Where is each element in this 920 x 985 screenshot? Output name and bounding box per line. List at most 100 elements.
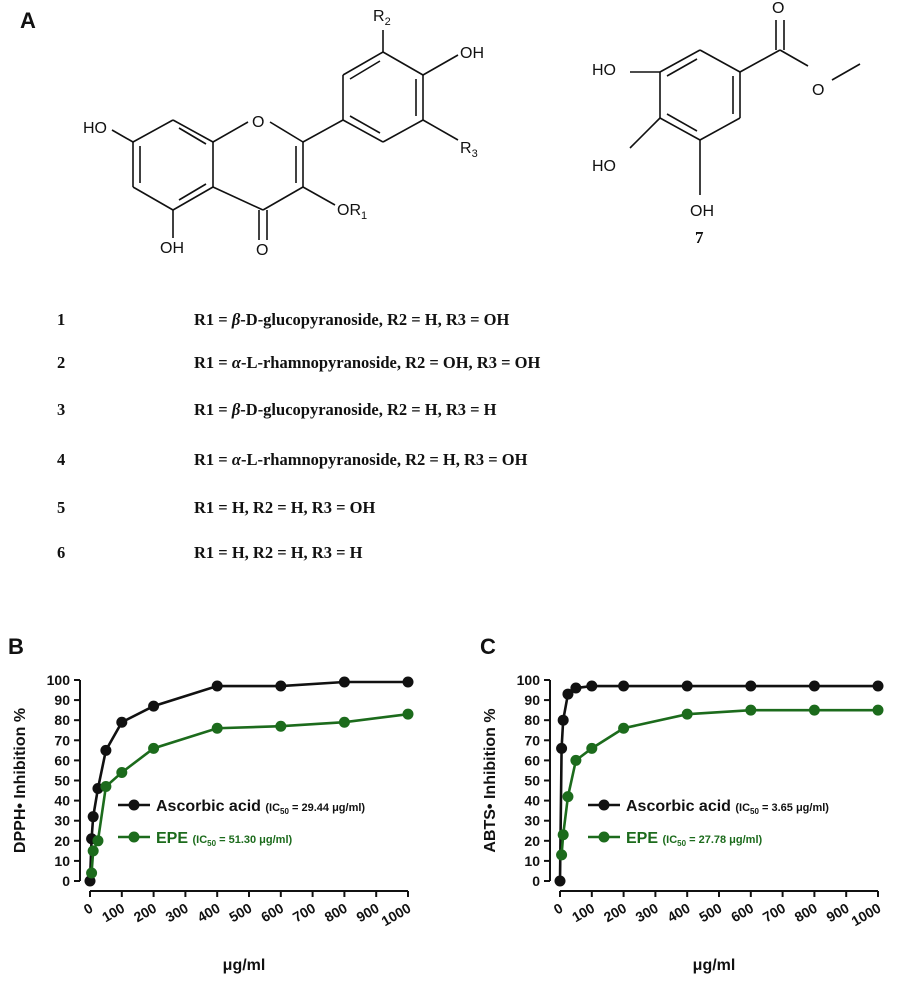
legend-swatch-marker: [128, 831, 140, 843]
compound-definition: R1 = α-L-rhamnopyranoside, R2 = H, R3 = …: [194, 450, 528, 469]
data-point: [275, 680, 287, 692]
y-tick-label: 80: [524, 712, 540, 728]
x-tick-label: 600: [728, 900, 756, 926]
flavonol-bonds: [111, 30, 459, 240]
data-point: [808, 680, 820, 692]
y-tick-label: 80: [54, 712, 70, 728]
compound-number: 3: [57, 400, 66, 419]
y-tick-label: 20: [54, 833, 70, 849]
x-tick-label: 700: [290, 900, 318, 926]
y-tick-label: 90: [524, 692, 540, 708]
series-line: [88, 680, 408, 882]
y-tick-label: 30: [524, 813, 540, 829]
data-point: [402, 676, 414, 688]
data-point: [557, 829, 569, 841]
data-point: [557, 714, 569, 726]
y-tick-label: 10: [54, 853, 70, 869]
compound-number: 1: [57, 310, 66, 329]
compound-number: 2: [57, 353, 66, 372]
x-tick-label: 500: [696, 900, 724, 926]
x-tick-label: 0: [551, 900, 566, 918]
legend-ic50-subscript: 50: [280, 807, 289, 816]
data-point: [338, 716, 350, 728]
compound-definition: R1 = β-D-glucopyranoside, R2 = H, R3 = H: [194, 400, 497, 419]
x-tick-label: 400: [194, 900, 222, 926]
y-tick-label: 30: [54, 813, 70, 829]
legend-ic50-subscript: 50: [750, 807, 759, 816]
y-tick-label: 60: [54, 752, 70, 768]
legend-series-name: Ascorbic acid: [626, 798, 735, 815]
data-point: [87, 811, 99, 823]
data-point: [618, 680, 630, 692]
y-axis-label: DPPH• Inhibition %: [12, 708, 29, 853]
data-point: [556, 849, 568, 861]
x-tick-label: 700: [760, 900, 788, 926]
legend-entry: EPE (IC50 = 51.30 μg/ml): [156, 830, 293, 848]
x-tick-label: 1000: [379, 900, 414, 930]
data-point: [618, 722, 630, 734]
methyl-gallate-bonds: [629, 20, 861, 195]
y-tick-label: 20: [524, 833, 540, 849]
series-line: [90, 712, 409, 874]
compound-number: 5: [57, 498, 66, 517]
x-tick-label: 900: [353, 900, 381, 926]
x-tick-label: 400: [664, 900, 692, 926]
legend-series-name: EPE: [626, 830, 662, 847]
carbonyl-oxygen-label: O: [772, 0, 785, 17]
y-tick-label: 0: [62, 873, 70, 889]
x-tick-label: 300: [163, 900, 191, 926]
data-point: [100, 744, 112, 756]
flavonol-structure: HO O OH O OR1 OH R2 R3: [0, 0, 520, 290]
compound-definition: R1 = H, R2 = H, R3 = H: [194, 543, 363, 562]
legend-ic50-value: = 3.65 μg/ml): [759, 802, 829, 814]
legend-ic50-text: (IC: [265, 802, 280, 814]
legend-ic50-text: (IC: [662, 834, 677, 846]
data-point: [808, 704, 820, 716]
series-line: [558, 684, 878, 882]
data-point: [586, 680, 598, 692]
y-tick-label: 10: [524, 853, 540, 869]
legend-ic50-text: (IC: [735, 802, 750, 814]
compound-definition: R1 = β-D-glucopyranoside, R2 = H, R3 = O…: [194, 310, 510, 329]
y-axis-label: ABTS• Inhibition %: [482, 708, 499, 852]
legend-entry: Ascorbic acid (IC50 = 29.44 μg/ml): [156, 798, 365, 816]
x-tick-label: 800: [322, 900, 350, 926]
compound-definition: R1 = α-L-rhamnopyranoside, R2 = OH, R3 =…: [194, 353, 541, 372]
legend-swatch-marker: [598, 799, 610, 811]
compound-row: 5 R1 = H, R2 = H, R3 = OH: [0, 498, 920, 520]
data-point: [745, 704, 757, 716]
oh-label-bottom: OH: [160, 240, 184, 257]
compound-row: 6 R1 = H, R2 = H, R3 = H: [0, 543, 920, 565]
compound-row: 4 R1 = α-L-rhamnopyranoside, R2 = H, R3 =…: [0, 450, 920, 472]
or1-label: OR1: [337, 202, 368, 223]
ho-label-left: HO: [83, 120, 107, 137]
x-tick-label: 100: [99, 900, 127, 926]
y-tick-label: 0: [532, 873, 540, 889]
y-tick-label: 100: [47, 672, 71, 688]
data-point: [745, 680, 757, 692]
legend-entry: Ascorbic acid (IC50 = 3.65 μg/ml): [626, 798, 829, 816]
data-point: [275, 720, 287, 732]
y-tick-label: 90: [54, 692, 70, 708]
y-tick-label: 50: [54, 773, 70, 789]
panel-label-a: A: [20, 8, 36, 33]
legend-swatch-marker: [598, 831, 610, 843]
data-point: [116, 716, 128, 728]
data-point: [402, 708, 414, 720]
compound-number: 4: [57, 450, 66, 469]
ester-oxygen-label: O: [812, 82, 825, 99]
compound-row: 2 R1 = α-L-rhamnopyranoside, R2 = OH, R3 …: [0, 353, 920, 375]
data-point: [148, 742, 160, 754]
legend-series-name: EPE: [156, 830, 192, 847]
y-tick-label: 40: [54, 793, 70, 809]
methyl-gallate-structure: HO HO OH O O 7: [560, 0, 900, 290]
legend-swatch-marker: [128, 799, 140, 811]
y-tick-label: 40: [524, 793, 540, 809]
y-tick-label: 100: [517, 672, 541, 688]
data-point: [872, 680, 884, 692]
data-point: [86, 867, 98, 879]
x-tick-label: 0: [81, 900, 96, 918]
compound-definition: R1 = H, R2 = H, R3 = OH: [194, 498, 376, 517]
